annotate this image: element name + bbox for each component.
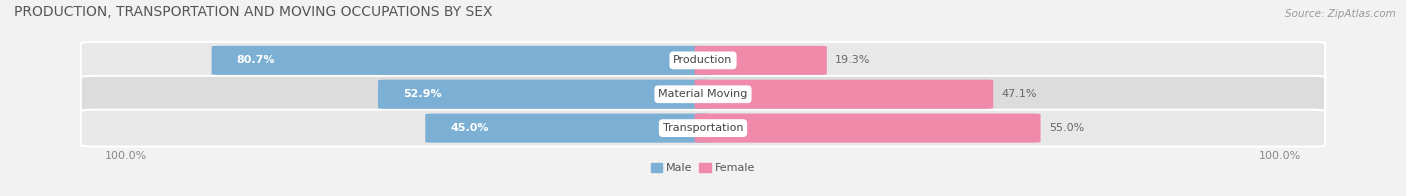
Text: 52.9%: 52.9% [404, 89, 441, 99]
Text: 100.0%: 100.0% [1260, 151, 1302, 161]
Text: 80.7%: 80.7% [236, 55, 276, 65]
FancyBboxPatch shape [80, 76, 1326, 113]
FancyBboxPatch shape [378, 80, 711, 109]
Text: 47.1%: 47.1% [1001, 89, 1038, 99]
Text: Material Moving: Material Moving [658, 89, 748, 99]
Text: PRODUCTION, TRANSPORTATION AND MOVING OCCUPATIONS BY SEX: PRODUCTION, TRANSPORTATION AND MOVING OC… [14, 5, 492, 19]
Text: 45.0%: 45.0% [450, 123, 489, 133]
Text: 100.0%: 100.0% [104, 151, 146, 161]
Text: Production: Production [673, 55, 733, 65]
FancyBboxPatch shape [695, 113, 1040, 143]
Text: Transportation: Transportation [662, 123, 744, 133]
Text: Source: ZipAtlas.com: Source: ZipAtlas.com [1285, 9, 1396, 19]
FancyBboxPatch shape [695, 80, 993, 109]
FancyBboxPatch shape [695, 46, 827, 75]
FancyBboxPatch shape [80, 110, 1326, 147]
Text: 55.0%: 55.0% [1049, 123, 1084, 133]
FancyBboxPatch shape [80, 42, 1326, 79]
FancyBboxPatch shape [425, 113, 711, 143]
Legend: Male, Female: Male, Female [647, 159, 759, 178]
Text: 19.3%: 19.3% [835, 55, 870, 65]
FancyBboxPatch shape [212, 46, 711, 75]
